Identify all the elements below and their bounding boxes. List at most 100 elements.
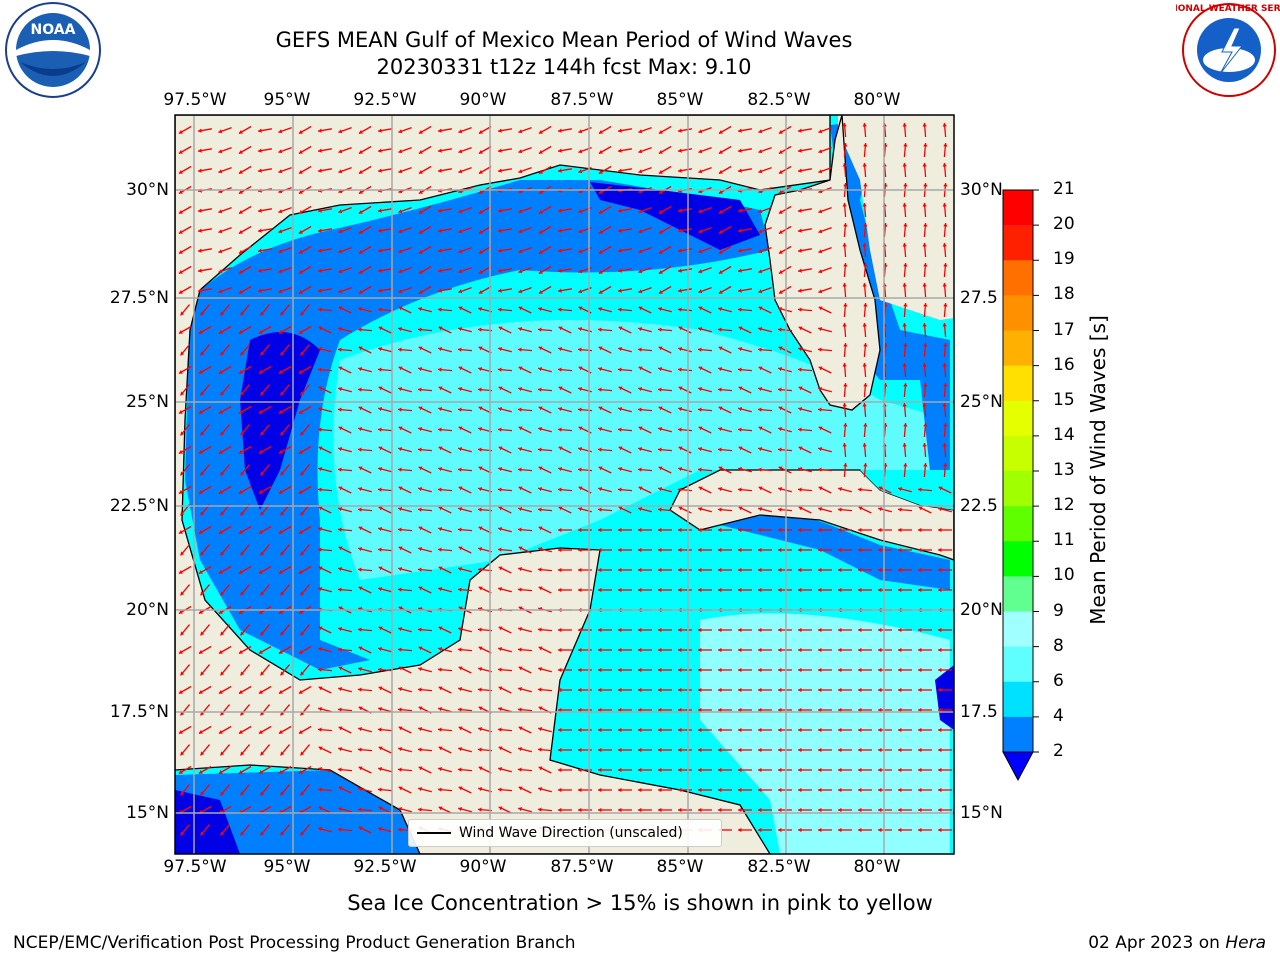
wind-arrow-head <box>818 426 823 431</box>
wind-arrow-head <box>278 229 283 234</box>
wind-arrow-head <box>458 407 462 412</box>
wind-arrow-head <box>338 387 343 392</box>
wind-arrow-head <box>558 326 563 331</box>
wind-arrow-head <box>438 727 442 732</box>
lon-label-bottom: 87.5°W <box>550 857 614 877</box>
wind-arrow-head <box>778 807 782 813</box>
legend-line-swatch <box>417 832 451 834</box>
wind-arrow-head <box>918 487 922 492</box>
wind-arrow-head <box>798 587 802 593</box>
wind-arrow-head <box>200 551 205 556</box>
wind-arrow-head <box>518 366 523 371</box>
wind-arrow-head <box>258 228 262 233</box>
wind-arrow-head <box>378 386 383 391</box>
wind-arrow-head <box>200 431 205 436</box>
wind-arrow-head <box>862 123 867 127</box>
wind-arrow-head <box>378 727 382 732</box>
wind-arrow-head <box>598 727 602 733</box>
wind-arrow-head <box>718 367 723 372</box>
wind-arrow-head <box>298 190 303 194</box>
wind-arrow-head <box>438 467 443 472</box>
wind-arrow-head <box>438 288 442 293</box>
wind-arrow-head <box>178 610 183 614</box>
wind-arrow-head <box>758 289 763 294</box>
wind-arrow-head <box>318 787 322 792</box>
wind-arrow-head <box>843 223 848 227</box>
lon-label-top: 80°W <box>853 90 901 110</box>
wind-arrow-head <box>218 289 223 294</box>
wind-arrow-head <box>842 283 847 287</box>
wind-arrow-head <box>818 667 822 673</box>
wind-arrow-head <box>398 507 403 512</box>
colorbar-tick-label: 19 <box>1053 249 1075 270</box>
wind-arrow-head <box>238 170 243 174</box>
wind-arrow-head <box>698 209 703 214</box>
wind-arrow-head <box>180 391 185 396</box>
wind-arrow-head <box>578 667 582 673</box>
wind-arrow-head <box>318 527 323 532</box>
wind-arrow-head <box>922 323 927 327</box>
wind-arrow-head <box>718 327 722 332</box>
wind-arrow-head <box>943 263 948 267</box>
wind-arrow-head <box>300 631 305 636</box>
wind-arrow-head <box>218 650 223 654</box>
wind-arrow-head <box>918 527 922 533</box>
wind-arrow-head <box>578 787 582 793</box>
wind-arrow-head <box>678 807 682 813</box>
wind-arrow-head <box>258 650 263 654</box>
wind-arrow-head <box>538 170 543 174</box>
wind-arrow-head <box>258 248 262 253</box>
wind-arrow-head <box>638 366 643 371</box>
wind-arrow-head <box>738 487 742 492</box>
lat-label-right: 20°N <box>960 600 1003 620</box>
wind-arrow-head <box>862 443 867 447</box>
wind-arrow-head <box>220 351 225 356</box>
wind-arrow-head <box>838 587 842 593</box>
wind-arrow-head <box>718 447 722 452</box>
lon-label-bottom: 80°W <box>853 857 901 877</box>
wind-arrow-head <box>318 727 322 732</box>
wind-arrow-head <box>942 323 947 327</box>
wind-arrow-head <box>518 747 523 752</box>
wind-arrow-head <box>843 423 848 427</box>
wind-arrow-head <box>318 268 322 273</box>
wind-arrow-head <box>398 347 402 352</box>
wind-arrow-head <box>518 306 523 311</box>
wind-arrow-head <box>280 471 285 476</box>
wind-arrow-head <box>918 547 922 553</box>
wind-arrow-head <box>378 787 382 792</box>
wind-arrow-head <box>518 567 523 572</box>
wind-arrow-head <box>718 250 723 254</box>
wind-arrow-head <box>178 730 183 734</box>
wind-arrow-head <box>798 687 802 693</box>
wind-arrow-head <box>902 403 907 407</box>
wind-arrow-head <box>298 250 303 254</box>
wind-arrow-head <box>758 727 762 733</box>
wind-arrow-head <box>478 627 482 632</box>
wind-arrow-head <box>738 168 742 173</box>
wind-arrow-head <box>418 367 423 372</box>
wind-arrow-head <box>758 327 763 332</box>
wind-arrow-head <box>938 727 942 733</box>
wind-arrow-head <box>598 787 602 793</box>
wind-arrow-head <box>478 727 483 732</box>
wind-arrow-head <box>598 567 602 573</box>
wind-arrow-head <box>238 290 243 294</box>
wind-arrow-head <box>858 587 862 593</box>
wind-arrow-head <box>718 290 723 294</box>
wind-arrow-head <box>518 807 523 812</box>
wind-arrow-head <box>358 290 363 294</box>
wind-arrow-head <box>658 270 663 274</box>
wind-arrow-head <box>238 450 243 454</box>
wind-arrow-head <box>418 327 422 332</box>
wind-arrow-head <box>478 507 482 512</box>
wind-arrow-head <box>338 129 343 134</box>
wind-arrow-head <box>738 367 742 372</box>
wind-arrow-head <box>438 228 442 233</box>
wind-arrow-head <box>180 471 185 476</box>
wind-arrow-head <box>598 427 603 432</box>
wind-arrow-head <box>218 189 223 194</box>
wind-arrow-head <box>438 787 442 792</box>
wind-arrow-head <box>518 647 522 652</box>
wind-arrow-head <box>718 687 722 693</box>
